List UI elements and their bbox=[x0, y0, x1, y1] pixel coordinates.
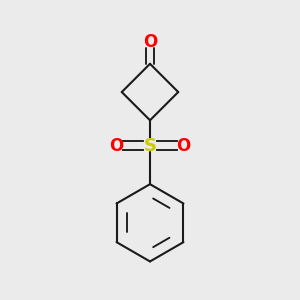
Text: O: O bbox=[110, 136, 124, 154]
Text: S: S bbox=[143, 136, 157, 154]
Text: O: O bbox=[143, 32, 157, 50]
Text: O: O bbox=[176, 136, 190, 154]
